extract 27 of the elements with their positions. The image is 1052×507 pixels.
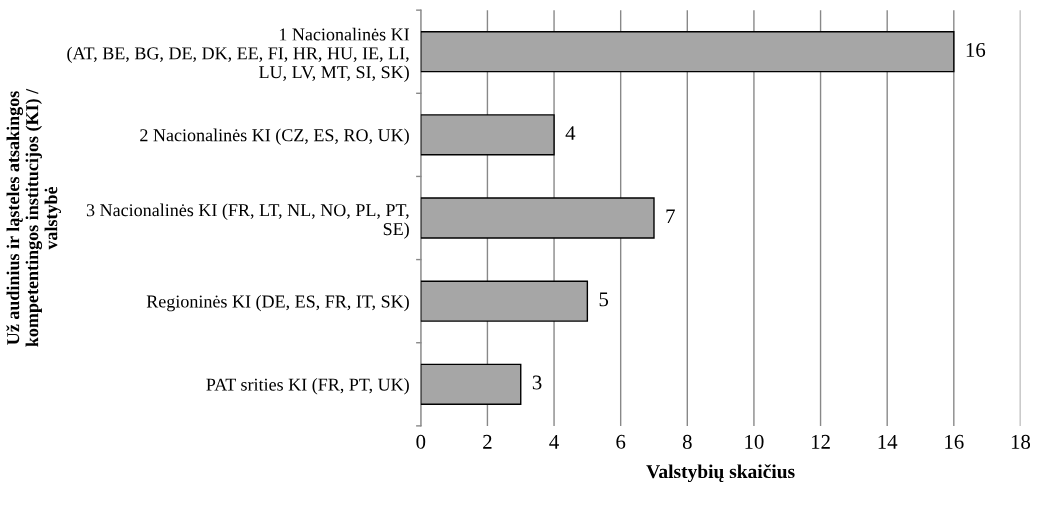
y-tick-label: 2 Nacionalinės KI (CZ, ES, RO, UK) — [140, 128, 409, 145]
data-label: 5 — [599, 292, 609, 307]
y-tick-label: 3 Nacionalinės KI (FR, LT, NL, NO, PL, PT, SE) — [86, 203, 409, 239]
bar — [420, 114, 555, 156]
x-tick-label: 12 — [811, 434, 830, 449]
x-tick-label: 18 — [1011, 434, 1031, 449]
y-tick-label: PAT srities KI (FR, PT, UK) — [206, 378, 409, 395]
y-tick-label: Regioninės KI (DE, ES, FR, IT, SK) — [146, 294, 409, 312]
x-tick-label: 0 — [416, 434, 426, 449]
x-tick-label: 8 — [682, 434, 692, 449]
bar — [420, 280, 589, 322]
x-tick-label: 10 — [745, 434, 764, 449]
x-tick-label: 4 — [549, 434, 559, 449]
data-label: 3 — [532, 375, 542, 390]
y-tick-label: 1 Nacionalinės KI (AT, BE, BG, DE, DK, EE, FI, HR, HU, IE, LI, LU, LV, MT, SI, SK) — [67, 27, 410, 82]
x-tick-label: 14 — [878, 434, 898, 449]
x-tick-label: 16 — [945, 434, 964, 449]
y-axis-title: Už audinius ir ląsteles atsakingos kompetentingos institucijos (KI) / valstybė — [6, 88, 62, 347]
data-label: 16 — [966, 42, 986, 57]
bar — [420, 31, 955, 73]
data-label: 4 — [565, 126, 576, 140]
bar — [420, 197, 655, 239]
data-label: 7 — [666, 209, 675, 224]
x-tick-label: 6 — [616, 434, 626, 449]
x-axis-title: Valstybių skaičius — [646, 464, 795, 483]
x-tick-label: 2 — [483, 434, 492, 449]
bar — [420, 363, 522, 405]
